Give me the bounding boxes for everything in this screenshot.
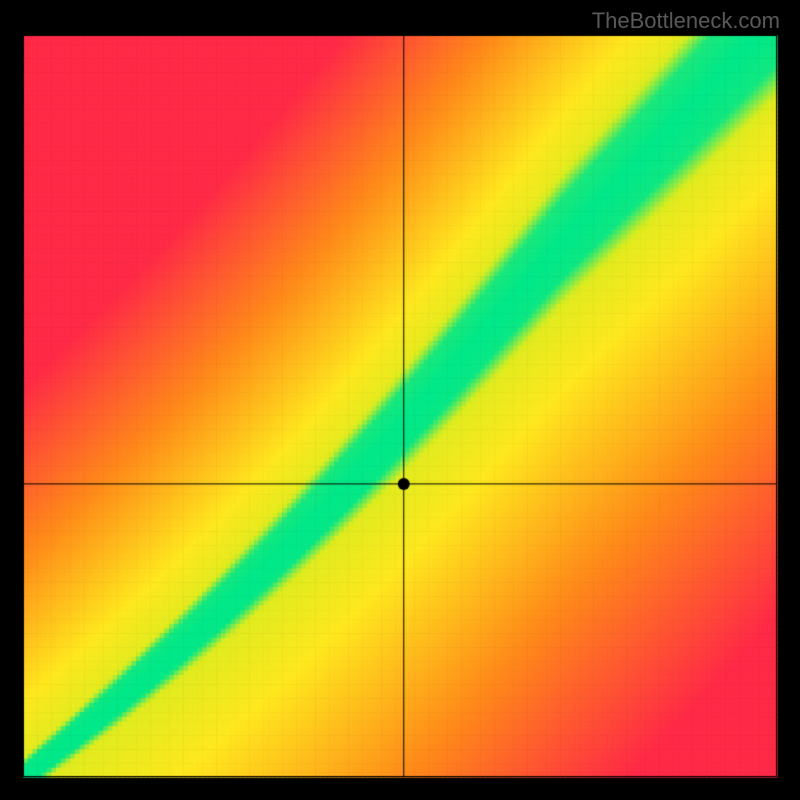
watermark-text: TheBottleneck.com <box>592 8 780 34</box>
chart-container: TheBottleneck.com <box>0 0 800 800</box>
heatmap-canvas <box>0 0 800 800</box>
